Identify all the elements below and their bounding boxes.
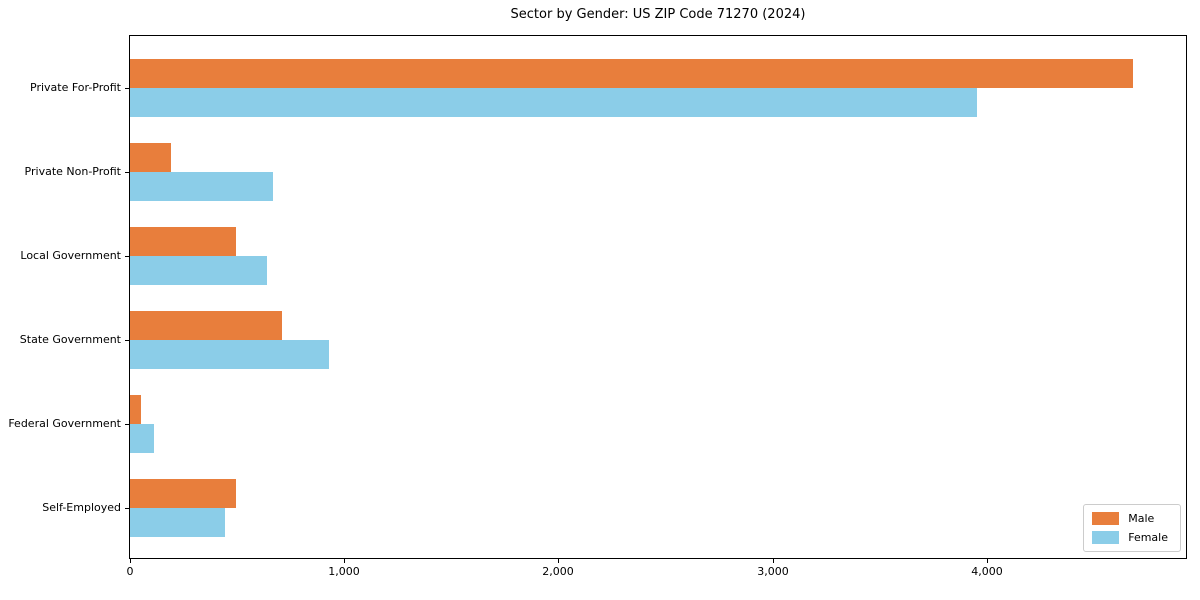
bar-male-3 [130,226,236,256]
y-tick-mark [125,171,129,173]
bar-male-6 [130,478,236,508]
x-tick-label: 0 [126,565,134,578]
y-tick-label: Federal Government [8,416,121,430]
legend-label-female: Female [1128,531,1168,544]
plot-area [129,35,1187,559]
legend-entry-male: Male [1092,512,1168,525]
bar-female-2 [130,171,273,201]
female-swatch-icon [1092,531,1120,544]
y-tick-label: State Government [19,332,121,346]
y-tick-mark [125,339,129,341]
x-tick-mark [344,559,345,563]
chart-title: Sector by Gender: US ZIP Code 71270 (202… [510,7,806,22]
bar-female-1 [130,87,977,117]
legend-entry-female: Female [1092,531,1168,544]
y-tick-mark [125,507,129,509]
bar-female-6 [130,507,225,537]
x-tick-label: 1,000 [328,565,360,578]
legend-label-male: Male [1128,512,1155,525]
bar-female-3 [130,255,267,285]
bar-male-5 [130,394,141,424]
bar-male-4 [130,310,282,340]
x-tick-mark [558,559,559,563]
x-tick-label: 4,000 [971,565,1003,578]
y-tick-label: Private For-Profit [30,80,121,94]
legend: Male Female [1083,504,1181,552]
bar-female-5 [130,423,154,453]
bar-female-4 [130,339,329,369]
y-tick-mark [125,255,129,257]
x-tick-label: 3,000 [757,565,789,578]
y-tick-label: Local Government [20,248,121,262]
x-tick-label: 2,000 [542,565,574,578]
y-tick-label: Self-Employed [42,500,121,514]
y-tick-label: Private Non-Profit [24,164,121,178]
male-swatch-icon [1092,512,1120,525]
y-tick-mark [125,87,129,89]
bar-male-2 [130,142,171,172]
bar-male-1 [130,58,1133,88]
y-tick-mark [125,423,129,425]
x-tick-mark [130,559,131,563]
x-tick-mark [773,559,774,563]
x-tick-mark [987,559,988,563]
